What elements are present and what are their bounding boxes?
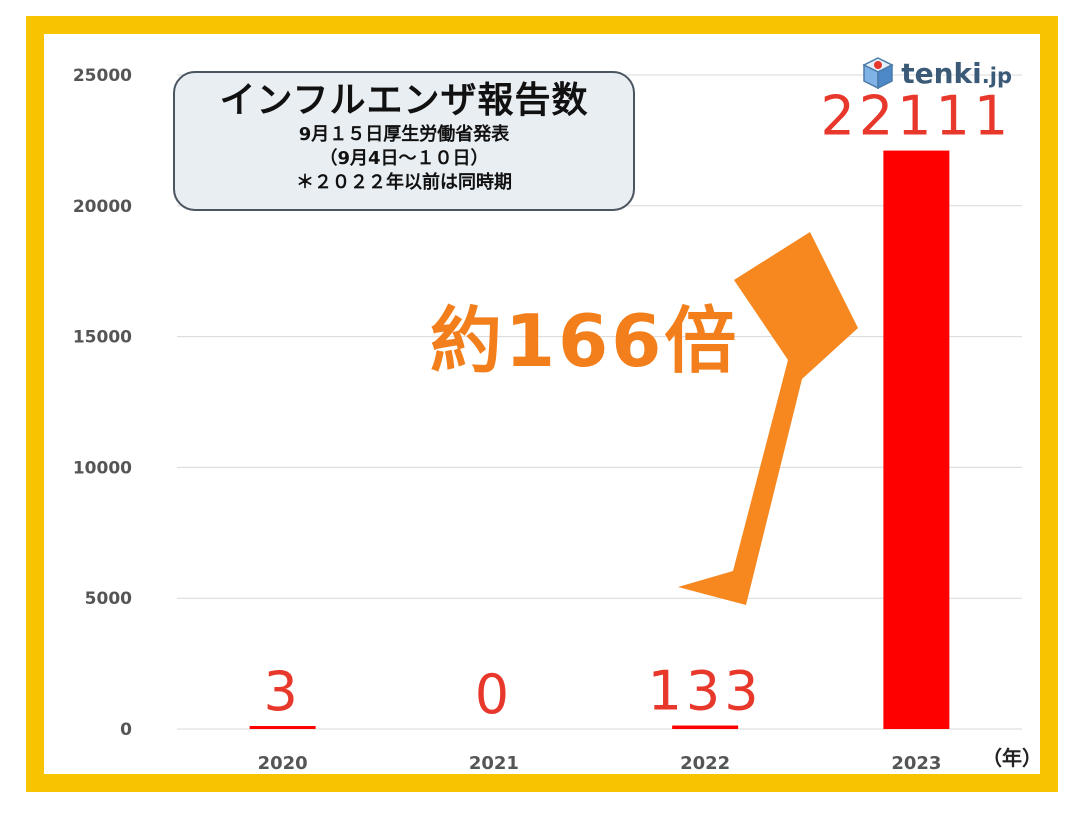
x-tick-label: 2022	[680, 753, 730, 774]
x-tick-label: 2020	[258, 753, 308, 774]
y-tick-label: 10000	[73, 458, 132, 478]
x-tick-label: 2021	[469, 753, 519, 774]
logo-brand: tenki	[901, 56, 982, 90]
tenki-cube-icon	[862, 57, 894, 90]
title-subtitle-1: 9月１５日厚生労働省発表	[298, 124, 510, 145]
chart-panel: 0 5000 10000 15000 20000 25000 3 2020 0 2021 133 2…	[44, 34, 1042, 774]
y-tick-label: 20000	[73, 197, 132, 217]
title-subtitle-2: （9月4日～１０日）	[319, 148, 489, 169]
ratio-annotation: 約166倍	[430, 299, 740, 383]
tenki-logo: tenki.jp	[861, 56, 1012, 90]
y-tick-label: 5000	[85, 589, 132, 609]
logo-text: tenki.jp	[901, 57, 1012, 90]
bar	[883, 150, 950, 729]
title-box: インフルエンザ報告数 9月１５日厚生労働省発表 （9月4日～１０日） ＊２０２２…	[173, 71, 635, 211]
chart-title: インフルエンザ報告数	[219, 80, 589, 121]
y-tick-label: 25000	[73, 66, 132, 86]
growth-arrow-icon	[678, 232, 858, 605]
x-tick-label: 2023	[891, 753, 941, 774]
logo-tld: .jp	[981, 63, 1012, 88]
y-tick-label: 0	[120, 720, 132, 740]
data-label: 0	[475, 663, 513, 726]
title-subtitle-3: ＊２０２２年以前は同時期	[296, 172, 512, 193]
data-label: 133	[648, 660, 763, 723]
frame: 0 5000 10000 15000 20000 25000 3 2020 0 2021 133 2…	[26, 16, 1058, 792]
y-tick-label: 15000	[73, 328, 132, 348]
data-label: 22111	[820, 85, 1012, 148]
bar	[672, 725, 739, 729]
data-label: 3	[263, 660, 301, 723]
x-axis-unit-label: （年）	[982, 746, 1042, 770]
bar	[249, 726, 316, 729]
